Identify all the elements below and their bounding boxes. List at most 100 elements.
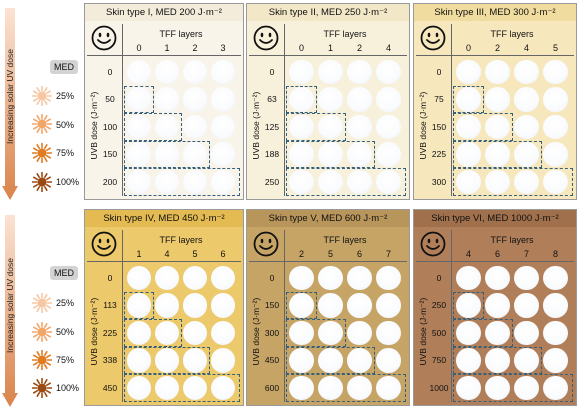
sun-icon [31,113,53,135]
tff-layer-count: 7 [385,249,391,259]
sensor-disc [485,169,510,194]
tff-layer-count: 6 [356,249,362,259]
grid-divider [416,55,574,56]
tff-layer-count: 2 [494,43,500,53]
dose-legend-bottom: Increasing solar UV dose MED 25% 50% 75%… [0,207,82,410]
panel-title: Skin type II, MED 250 J·m⁻² [268,7,388,18]
tff-layers-label: TFF layers [490,29,534,39]
sensor-disc [154,142,180,167]
uvb-dose-value: 63 [267,94,277,105]
uvb-dose-value: 300 [264,327,280,338]
sensor-disc [126,142,152,167]
sensor-disc [376,169,401,194]
sensor-disc [126,59,152,84]
sensor-disc [182,265,208,290]
tff-layer-count: 2 [298,249,304,259]
uvb-dose-value: 450 [264,355,280,366]
sensor-disc [485,87,510,112]
sensor-disc [289,87,314,112]
sensor-disc [514,169,539,194]
sensor-disc [126,293,152,318]
med-level-50: 50% [56,327,75,337]
tff-layer-count: 4 [385,43,391,53]
sun-icon [31,377,53,399]
sensor-disc [376,293,401,318]
sensor-disc [154,59,180,84]
uvb-dose-axis-label: UVB dose (J·m⁻²) [251,91,261,160]
sensor-disc [210,265,236,290]
tff-layer-count: 4 [465,249,471,259]
uvb-dose-value: 50 [105,94,115,105]
sensor-disc [126,265,152,290]
sensor-disc [485,142,510,167]
sensor-disc [289,320,314,345]
sensor-disc [543,265,568,290]
increasing-dose-arrow-icon [2,8,18,200]
uvb-dose-value: 1000 [429,382,449,393]
uvb-dose-value: 225 [102,327,118,338]
sensor-disc [289,114,314,139]
smiley-face-icon [253,231,279,262]
sun-icon [31,85,53,107]
uvb-dose-value: 150 [431,121,447,132]
sensor-disc [182,293,208,318]
sensor-disc [347,265,372,290]
sensor-disc [456,293,481,318]
sensor-disc [514,320,539,345]
tff-layers-label: TFF layers [490,235,534,245]
sensor-disc [289,348,314,373]
uvb-dose-value: 0 [269,272,275,283]
sensor-disc [456,114,481,139]
sensor-disc [318,169,343,194]
sensor-disc [210,169,236,194]
smiley-face-icon [253,25,279,56]
sensor-disc [182,375,208,400]
sensor-disc [485,114,510,139]
panel-header [85,210,243,227]
tff-layer-count: 1 [136,249,142,259]
tff-layer-count: 5 [552,43,558,53]
sensor-disc [543,293,568,318]
sensor-disc [376,265,401,290]
uvb-dose-axis-label: UVB dose (J·m⁻²) [89,297,99,366]
tff-layer-count: 6 [220,249,226,259]
sensor-disc [485,348,510,373]
uvb-dose-value: 250 [264,176,280,187]
tff-layer-count: 0 [136,43,142,53]
tff-layer-count: 0 [298,43,304,53]
sensor-disc [514,59,539,84]
panel-title: Skin type IV, MED 450 J·m⁻² [103,213,225,224]
sensor-disc [182,114,208,139]
tff-layer-count: 8 [552,249,558,259]
med-level-50: 50% [56,120,75,130]
sensor-disc [318,142,343,167]
sensor-disc [514,114,539,139]
sensor-disc [543,87,568,112]
med-level-100: 100% [56,383,80,393]
panel-header [247,210,409,227]
sensor-disc [376,59,401,84]
sensor-disc [376,375,401,400]
panel-skin-type-6: Skin type VI, MED 1000 J·m⁻² TFF layers 4… [413,209,577,406]
sensor-disc [318,59,343,84]
dose-legend-top: Increasing solar UV dose MED 25% 50% 75%… [0,0,82,200]
sensor-disc [456,320,481,345]
sensor-disc [456,142,481,167]
panel-skin-type-4: Skin type IV, MED 450 J·m⁻² TFF layers 1 4… [84,209,244,406]
sensor-disc [210,293,236,318]
sensor-disc [543,375,568,400]
med-label: MED [50,266,78,280]
uvb-dose-axis-label: UVB dose (J·m⁻²) [418,91,428,160]
tff-layer-count: 2 [192,43,198,53]
grid-divider [284,230,285,402]
sensor-disc [376,114,401,139]
grid-divider [416,261,574,262]
sensor-disc [126,320,152,345]
med-level-25: 25% [56,91,75,101]
sensor-disc [210,375,236,400]
uvb-dose-axis-label: UVB dose (J·m⁻²) [89,91,99,160]
tff-layer-count: 0 [465,43,471,53]
sensor-disc [456,348,481,373]
sensor-disc [289,265,314,290]
panel-skin-type-3: Skin type III, MED 300 J·m⁻² TFF layers 0… [413,3,577,200]
